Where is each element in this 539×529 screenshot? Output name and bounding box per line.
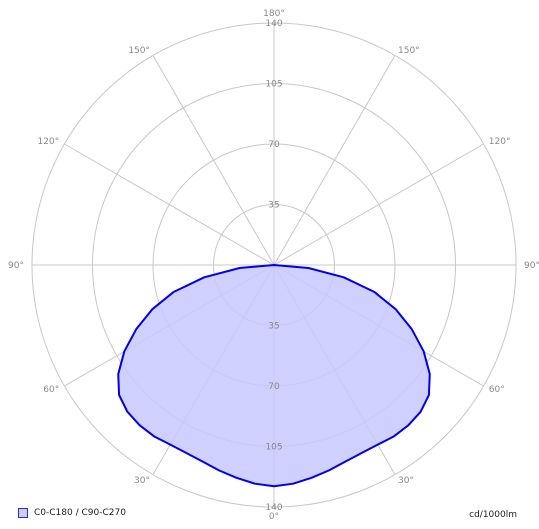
legend-label: C0-C180 / C90-C270 [34,508,126,518]
angle-label-90-left: 90° [8,261,24,271]
unit-label: cd/1000lm [469,510,517,520]
radial-tick-label-105-top: 105 [265,80,282,90]
angle-label-150-right: 150° [398,46,420,56]
angle-label-0: 0° [269,512,279,522]
angle-label-120-left: 120° [38,137,60,147]
radial-tick-label-105-bottom: 105 [265,443,282,453]
series-curve-0 [117,264,431,488]
series-layer [117,264,431,488]
radial-tick-label-35-top: 35 [268,201,279,211]
radial-tick-label-70-bottom: 70 [268,382,280,392]
legend-swatch [18,508,28,518]
angle-label-90-right: 90° [524,261,539,271]
angle-label-60-right: 60° [489,385,505,395]
angle-label-180: 180° [263,9,285,19]
angle-label-30-right: 30° [398,476,414,486]
radial-tick-label-140-top: 140 [265,19,282,29]
radial-tick-label-70-top: 70 [268,140,280,150]
angle-label-30-left: 30° [134,476,150,486]
angle-label-60-left: 60° [43,385,59,395]
radial-tick-label-140-bottom: 140 [265,503,282,513]
legend: C0-C180 / C90-C270 [18,508,126,518]
angle-label-120-right: 120° [489,137,511,147]
angle-label-150-left: 150° [128,46,150,56]
radial-tick-label-35-bottom: 35 [268,322,279,332]
